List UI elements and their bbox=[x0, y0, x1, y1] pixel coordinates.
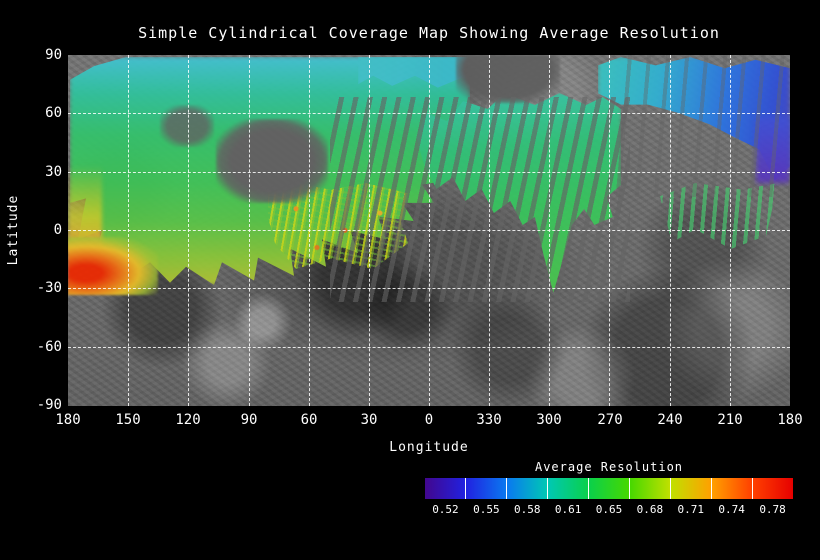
colorbar-tick-label: 0.61 bbox=[554, 503, 582, 516]
coverage-overlay bbox=[68, 55, 790, 406]
x-tick-label: 210 bbox=[717, 412, 743, 428]
coverage-left-fringe bbox=[68, 165, 102, 251]
y-tick-label: 0 bbox=[53, 222, 62, 238]
y-tick-label: -90 bbox=[36, 397, 62, 413]
y-tick-label: 30 bbox=[45, 164, 62, 180]
y-tick-label: -60 bbox=[36, 339, 62, 355]
colorbar-tick-label: 0.74 bbox=[718, 503, 745, 516]
coverage-streak-gaps-right bbox=[613, 55, 790, 197]
colorbar-cell bbox=[548, 478, 589, 499]
colorbar-tick-label: 0.58 bbox=[513, 503, 541, 516]
colorbar-tick-label: 0.55 bbox=[473, 503, 500, 516]
colorbar-cell bbox=[712, 478, 753, 499]
x-tick-label: 330 bbox=[476, 412, 502, 428]
x-tick-label: 30 bbox=[360, 412, 378, 428]
colorbar-cell bbox=[630, 478, 671, 499]
x-tick-label: 60 bbox=[300, 412, 318, 428]
y-tick-label: 60 bbox=[45, 105, 62, 121]
colorbar-tick-label: 0.52 bbox=[432, 503, 459, 516]
colorbar-cell bbox=[753, 478, 793, 499]
y-tick-label: -30 bbox=[36, 280, 62, 296]
x-tick-label: 120 bbox=[175, 412, 201, 428]
x-tick-label: 180 bbox=[777, 412, 803, 428]
coverage-streak-gaps bbox=[330, 97, 630, 302]
colorbar-tick-label: 0.78 bbox=[759, 503, 786, 516]
colorbar-cell bbox=[425, 478, 466, 499]
plot-area bbox=[68, 55, 790, 406]
x-tick-label: 270 bbox=[597, 412, 623, 428]
coverage-hole-small bbox=[160, 105, 214, 147]
colorbar-tick-labels: 0.52 0.55 0.58 0.61 0.65 0.68 0.71 0.74 … bbox=[425, 503, 793, 516]
coverage-gap-top bbox=[456, 55, 560, 103]
colorbar-tick-label: 0.68 bbox=[636, 503, 664, 516]
x-tick-label: 240 bbox=[657, 412, 683, 428]
figure-title: Simple Cylindrical Coverage Map Showing … bbox=[138, 24, 720, 42]
colorbar-tick-label: 0.65 bbox=[595, 503, 623, 516]
colorbar-cell bbox=[466, 478, 507, 499]
x-tick-label: 180 bbox=[55, 412, 81, 428]
x-tick-label: 150 bbox=[115, 412, 141, 428]
coverage-hole bbox=[216, 119, 328, 203]
colorbar-tick-label: 0.71 bbox=[677, 503, 705, 516]
y-tick-label: 90 bbox=[45, 47, 62, 63]
coverage-red-hotspot bbox=[68, 237, 158, 295]
colorbar-cell bbox=[671, 478, 712, 499]
x-tick-label: 90 bbox=[240, 412, 258, 428]
x-axis-title: Longitude bbox=[389, 440, 469, 455]
colorbar-title: Average Resolution bbox=[534, 460, 684, 474]
colorbar-cell bbox=[507, 478, 548, 499]
colorbar bbox=[425, 478, 793, 499]
x-tick-label: 300 bbox=[536, 412, 562, 428]
colorbar-cell bbox=[589, 478, 630, 499]
x-tick-label: 0 bbox=[424, 412, 434, 428]
